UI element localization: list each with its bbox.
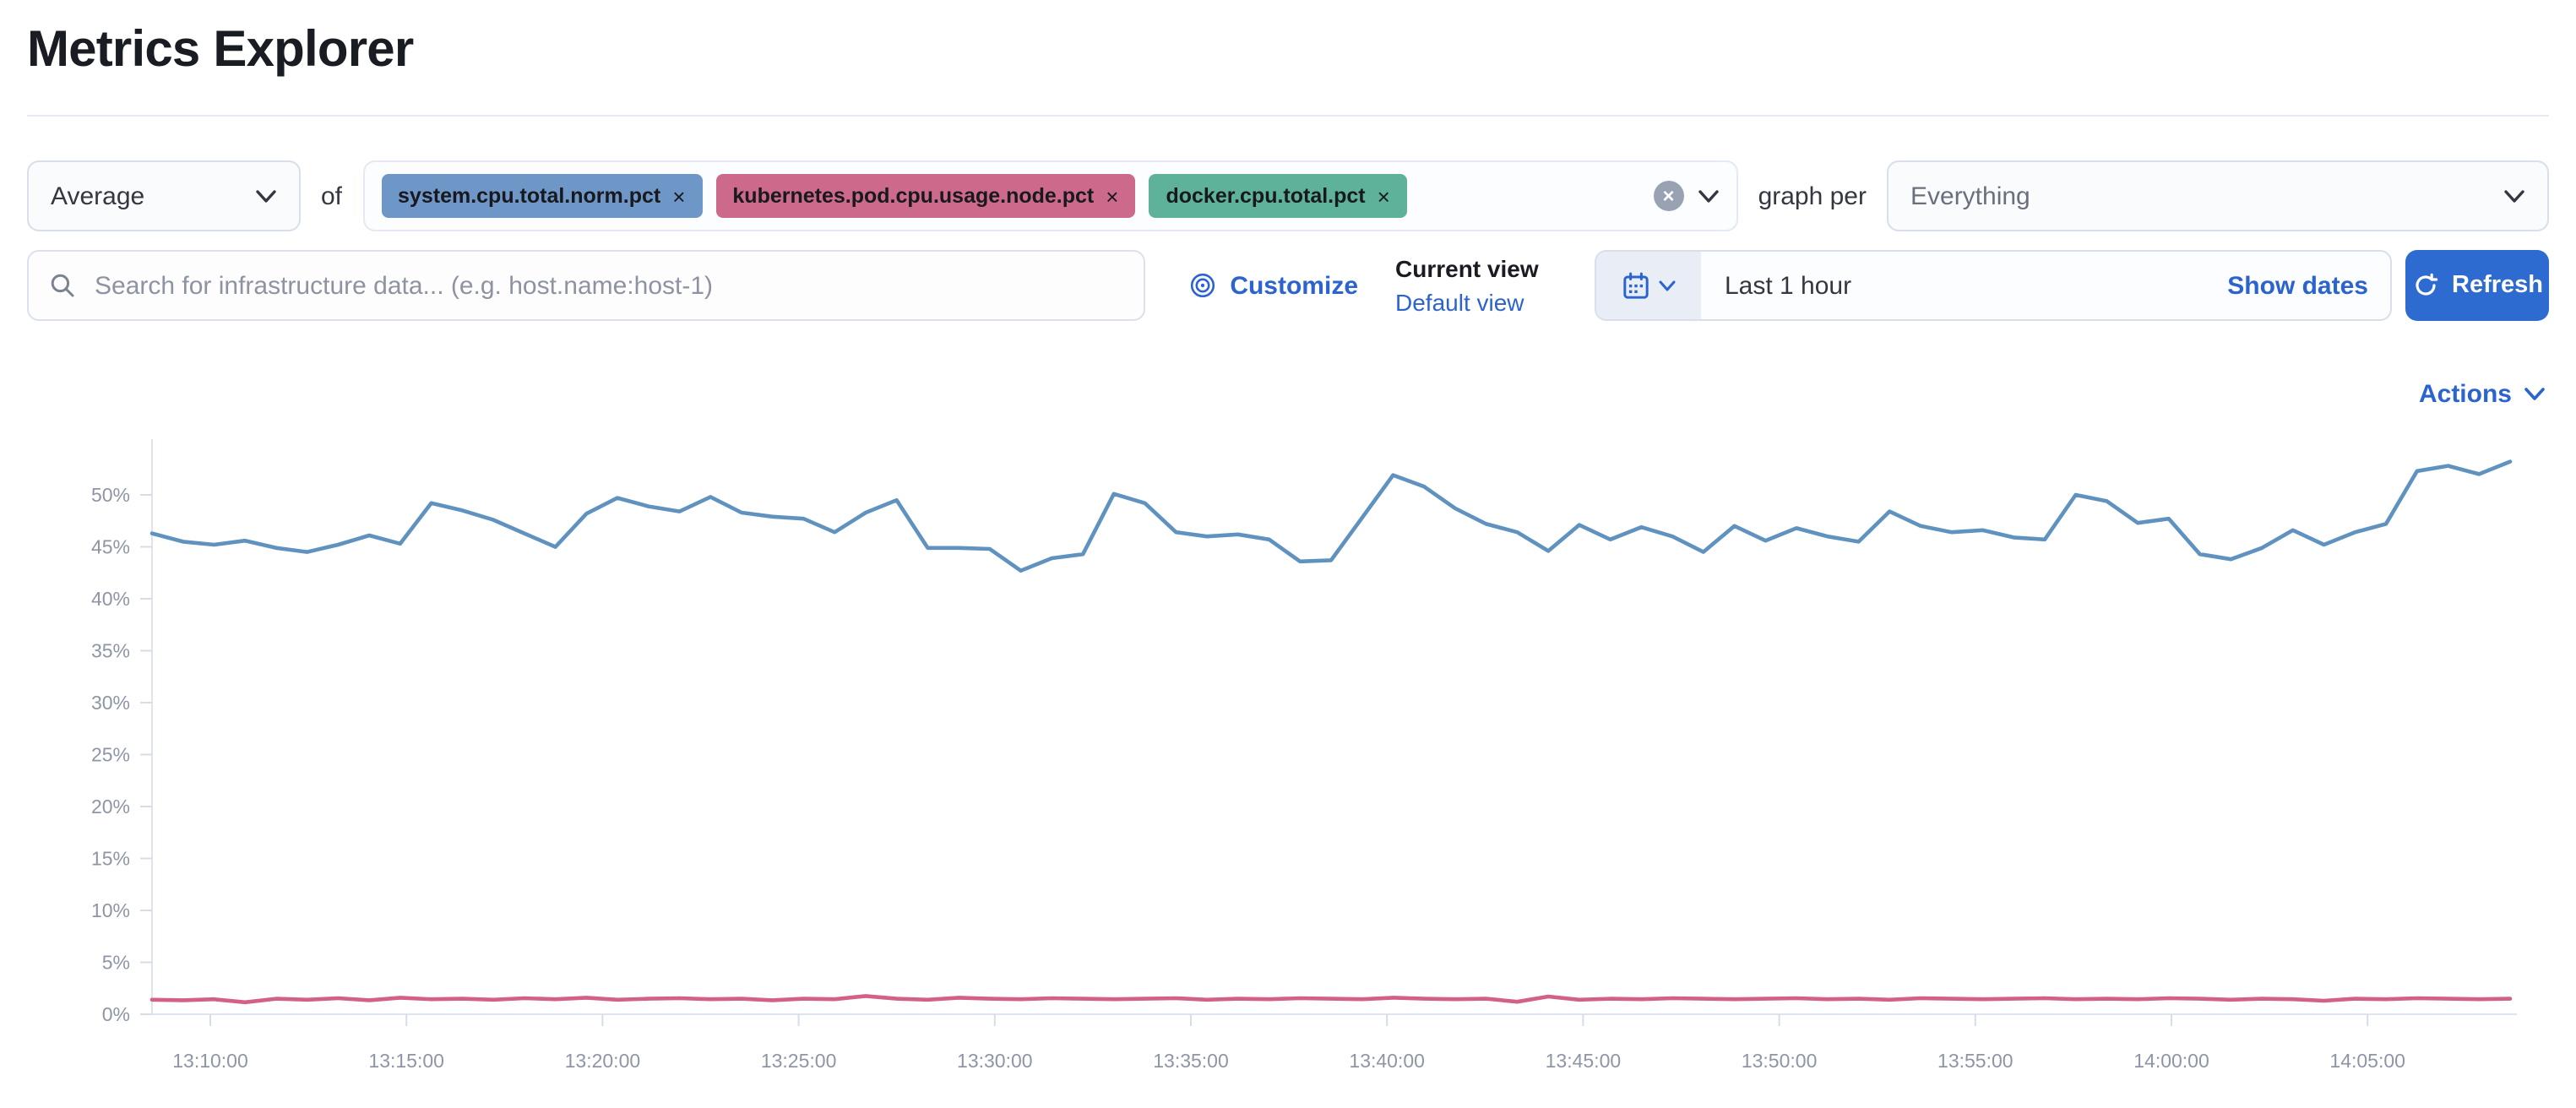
graph-per-select[interactable]: Everything [1887, 160, 2549, 231]
chevron-down-icon [255, 188, 277, 204]
clear-all-metrics-icon[interactable]: × [1653, 181, 1684, 211]
chevron-down-icon[interactable] [2524, 386, 2546, 401]
svg-text:13:35:00: 13:35:00 [1153, 1050, 1229, 1072]
remove-metric-icon[interactable]: × [1106, 183, 1119, 209]
current-view-label: Current view [1395, 254, 1539, 281]
actions-menu-button[interactable]: Actions [2418, 379, 2512, 408]
calendar-icon [1622, 271, 1650, 300]
aggregation-value: Average [51, 182, 145, 210]
svg-text:15%: 15% [91, 848, 130, 870]
metric-badge-label: docker.cpu.total.pct [1166, 184, 1366, 208]
search-box[interactable] [27, 250, 1146, 321]
search-input[interactable] [91, 269, 1124, 301]
svg-text:13:30:00: 13:30:00 [957, 1050, 1033, 1072]
svg-text:5%: 5% [102, 952, 130, 974]
controls: Average of system.cpu.total.norm.pct × k… [0, 160, 2576, 321]
svg-text:25%: 25% [91, 744, 130, 766]
metric-badge[interactable]: docker.cpu.total.pct × [1149, 174, 1407, 218]
time-range-value[interactable]: Last 1 hour [1725, 271, 1852, 300]
chevron-down-icon [1659, 280, 1676, 291]
chart-actions-row: Actions [0, 375, 2576, 412]
show-dates-button[interactable]: Show dates [2227, 271, 2368, 300]
svg-text:13:25:00: 13:25:00 [761, 1050, 837, 1072]
customize-label: Customize [1230, 271, 1358, 300]
svg-text:13:50:00: 13:50:00 [1742, 1050, 1818, 1072]
search-row: Customize Current view Default view Last… [27, 250, 2549, 321]
metrics-line-chart[interactable]: 0% 5% 10% 15% 20% 25% 30% 35% 40% 45% 50% 13:10:00 1… [0, 419, 2576, 1094]
customize-button[interactable]: Customize [1189, 271, 1358, 300]
graph-per-value: Everything [1910, 182, 2030, 210]
svg-text:13:40:00: 13:40:00 [1349, 1050, 1425, 1072]
metric-badge-label: kubernetes.pod.cpu.usage.node.pct [732, 184, 1095, 208]
remove-metric-icon[interactable]: × [1377, 183, 1390, 209]
graph-per-label: graph per [1758, 182, 1867, 210]
svg-text:14:00:00: 14:00:00 [2133, 1050, 2209, 1072]
svg-text:13:20:00: 13:20:00 [565, 1050, 641, 1072]
metric-badge[interactable]: kubernetes.pod.cpu.usage.node.pct × [715, 174, 1136, 218]
metrics-combobox[interactable]: system.cpu.total.norm.pct × kubernetes.p… [362, 160, 1738, 231]
page-header: Metrics Explorer [0, 0, 2576, 117]
svg-text:30%: 30% [91, 692, 130, 714]
default-view-link[interactable]: Default view [1395, 288, 1524, 315]
svg-text:0%: 0% [102, 1003, 130, 1025]
svg-text:14:05:00: 14:05:00 [2329, 1050, 2405, 1072]
header-divider [27, 115, 2549, 117]
page-title: Metrics Explorer [27, 22, 414, 78]
aggregation-row: Average of system.cpu.total.norm.pct × k… [27, 160, 2549, 231]
chevron-down-icon [2503, 188, 2525, 204]
refresh-button[interactable]: Refresh [2405, 250, 2549, 321]
remove-metric-icon[interactable]: × [672, 183, 686, 209]
refresh-label: Refresh [2452, 272, 2543, 299]
svg-text:40%: 40% [91, 588, 130, 610]
svg-text:20%: 20% [91, 796, 130, 817]
of-label: of [321, 182, 343, 210]
svg-text:10%: 10% [91, 899, 130, 921]
refresh-icon [2411, 272, 2438, 299]
metrics-chart-container: 0% 5% 10% 15% 20% 25% 30% 35% 40% 45% 50% 13:10:00 1… [0, 419, 2576, 1103]
chevron-down-icon[interactable] [1698, 188, 1720, 204]
svg-text:13:15:00: 13:15:00 [368, 1050, 444, 1072]
metric-badge[interactable]: system.cpu.total.norm.pct × [381, 174, 703, 218]
svg-text:50%: 50% [91, 484, 130, 506]
view-switcher: Current view Default view [1395, 253, 1564, 318]
search-icon [49, 272, 76, 299]
time-range-picker: Last 1 hour Show dates [1595, 250, 2392, 321]
bullseye-icon [1189, 272, 1216, 299]
svg-text:13:10:00: 13:10:00 [172, 1050, 248, 1072]
svg-text:13:55:00: 13:55:00 [1937, 1050, 2014, 1072]
svg-text:13:45:00: 13:45:00 [1546, 1050, 1622, 1072]
metric-badge-label: system.cpu.total.norm.pct [398, 184, 661, 208]
svg-text:45%: 45% [91, 536, 130, 558]
aggregation-select[interactable]: Average [27, 160, 301, 231]
quick-select-button[interactable] [1596, 252, 1701, 319]
svg-text:35%: 35% [91, 640, 130, 662]
